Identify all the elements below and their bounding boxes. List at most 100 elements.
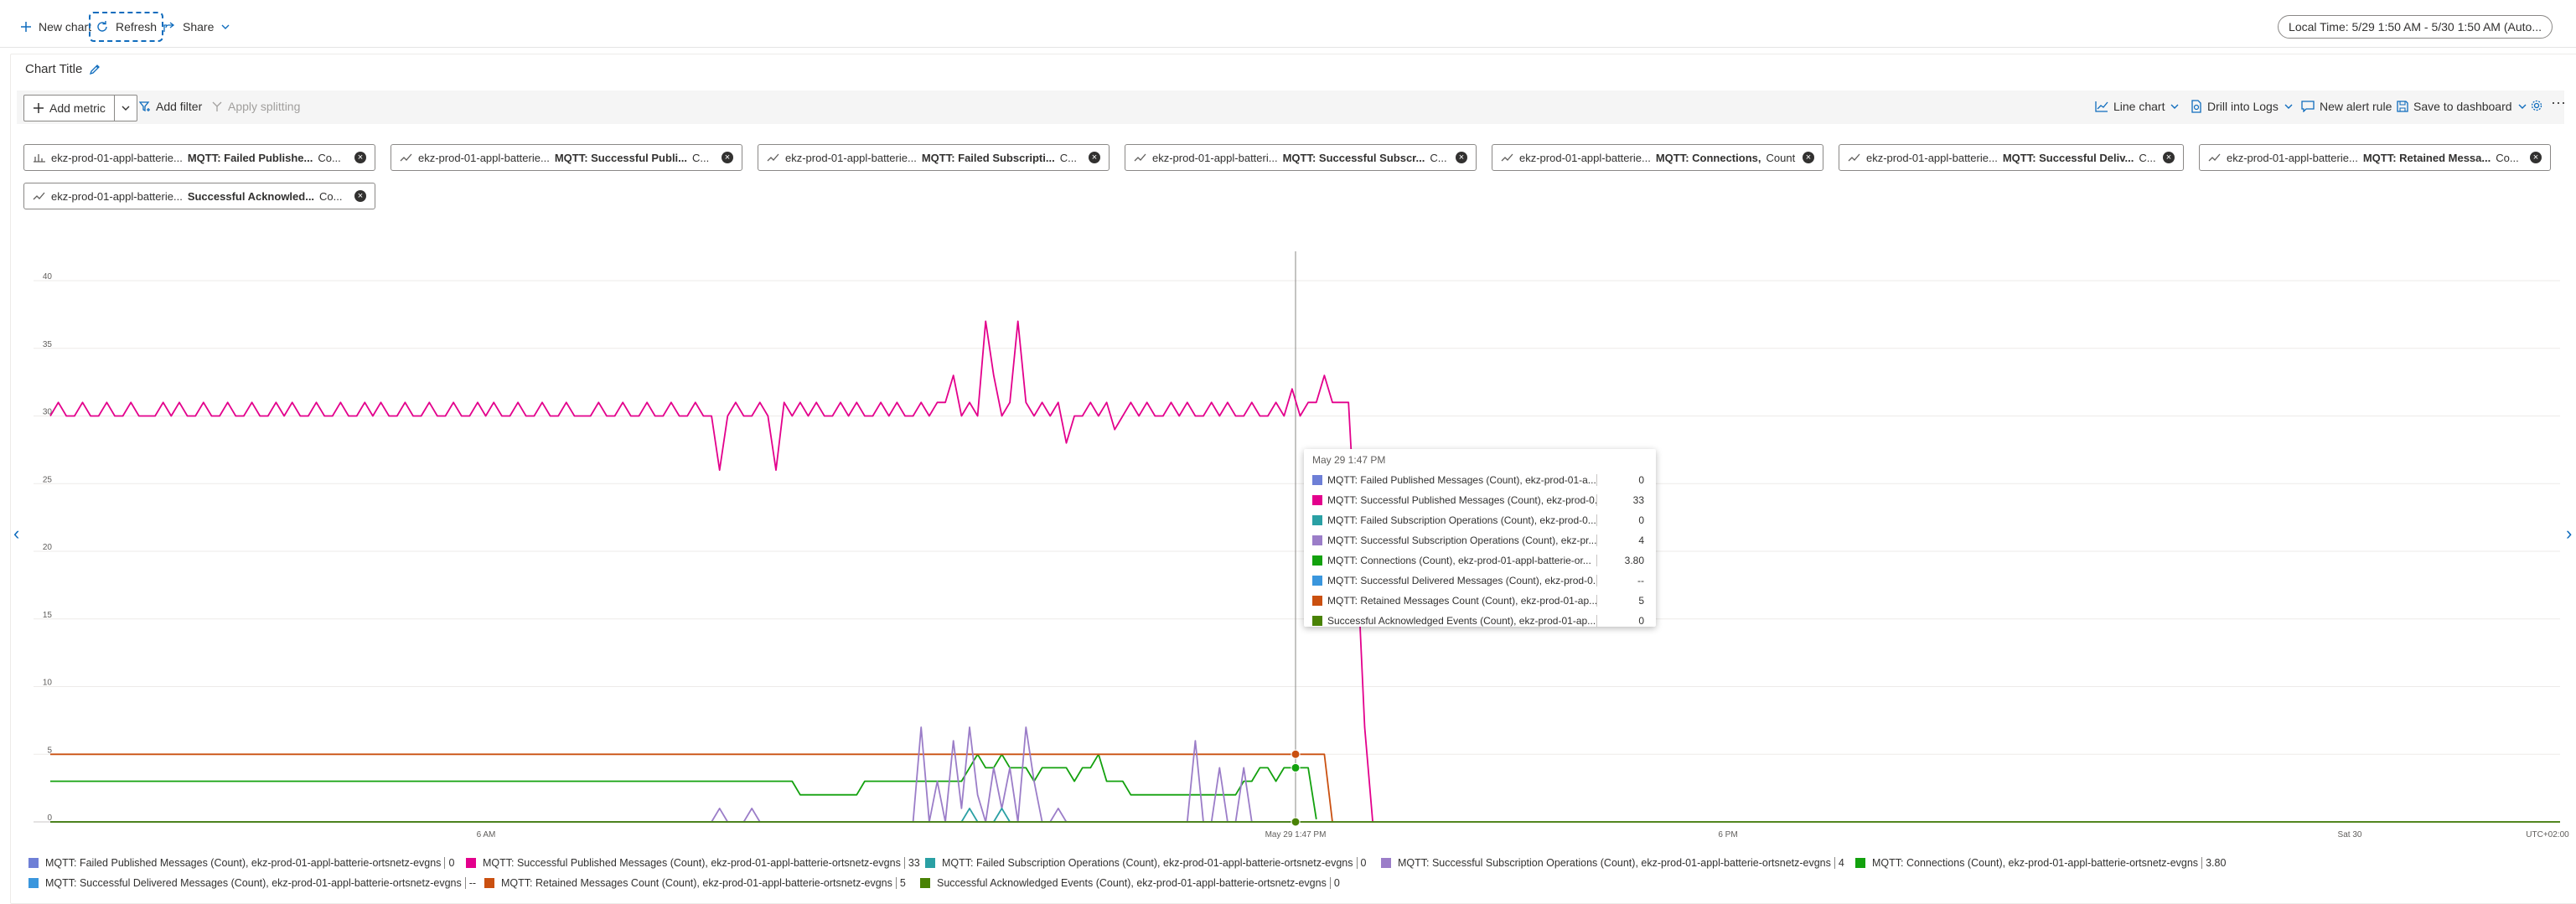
y-tick-label: 20 xyxy=(43,543,53,552)
save-to-dashboard-label: Save to dashboard xyxy=(2413,100,2512,113)
drill-into-logs-label: Drill into Logs xyxy=(2207,100,2279,113)
drill-into-logs-dropdown[interactable]: Drill into Logs xyxy=(2191,100,2294,113)
new-alert-rule-label: New alert rule xyxy=(2320,100,2392,113)
metric-pill[interactable]: ekz-prod-01-appl-batteri... MQTT: Success… xyxy=(1125,144,1477,171)
legend-label: MQTT: Retained Messages Count (Count), e… xyxy=(501,877,892,889)
add-metric-button[interactable]: Add metric xyxy=(24,96,115,121)
tooltip-row: Successful Acknowledged Events (Count), … xyxy=(1312,612,1648,630)
tooltip-series-name: MQTT: Successful Delivered Messages (Cou… xyxy=(1327,575,1596,586)
series-line[interactable] xyxy=(50,726,1268,823)
series-swatch xyxy=(1312,596,1322,606)
line-chart-icon xyxy=(2095,101,2108,112)
legend-item[interactable]: Successful Acknowledged Events (Count), … xyxy=(920,875,1340,891)
add-metric-dropdown[interactable] xyxy=(115,96,137,121)
apply-splitting-button[interactable]: Apply splitting xyxy=(211,100,300,113)
tooltip-series-name: MQTT: Failed Published Messages (Count),… xyxy=(1327,474,1596,486)
legend-item[interactable]: MQTT: Successful Delivered Messages (Cou… xyxy=(28,875,476,891)
series-swatch xyxy=(1312,535,1322,545)
chart-type-label: Line chart xyxy=(2113,100,2165,113)
metric-line-icon xyxy=(33,191,46,201)
metric-pill-aggregation: C... xyxy=(1430,151,1447,164)
edit-pencil-icon[interactable] xyxy=(89,64,101,75)
save-to-dashboard-dropdown[interactable]: Save to dashboard xyxy=(2397,100,2527,113)
legend-item[interactable]: MQTT: Connections (Count), ekz-prod-01-a… xyxy=(1855,855,2226,871)
add-metric-split-button[interactable]: Add metric xyxy=(23,95,137,121)
remove-metric-icon[interactable]: × xyxy=(1803,152,1814,163)
tooltip-series-value: 0 xyxy=(1596,615,1648,627)
tooltip-series-name: MQTT: Successful Subscription Operations… xyxy=(1327,535,1596,546)
chart-command-bar xyxy=(17,90,2564,124)
tooltip-row: MQTT: Successful Published Messages (Cou… xyxy=(1312,491,1648,509)
legend-item[interactable]: MQTT: Successful Subscription Operations… xyxy=(1381,855,1844,871)
legend-value: 0 xyxy=(444,857,454,869)
metric-line-icon xyxy=(767,152,780,163)
y-tick-label: 40 xyxy=(43,272,53,282)
tooltip-series-value: 4 xyxy=(1596,535,1648,546)
legend-item[interactable]: MQTT: Retained Messages Count (Count), e… xyxy=(484,875,906,891)
refresh-label: Refresh xyxy=(116,20,158,34)
time-range-picker[interactable]: Local Time: 5/29 1:50 AM - 5/30 1:50 AM … xyxy=(2278,15,2553,39)
chart-title[interactable]: Chart Title xyxy=(25,62,101,76)
metric-pill[interactable]: ekz-prod-01-appl-batterie... MQTT: Failed… xyxy=(758,144,1110,171)
hover-point xyxy=(1291,817,1301,827)
series-swatch xyxy=(28,858,39,868)
more-dots-icon: ··· xyxy=(2551,94,2566,111)
share-button[interactable]: Share xyxy=(163,15,230,39)
metric-pill-metric: MQTT: Successful Subscr... xyxy=(1282,151,1425,164)
add-filter-button[interactable]: Add filter xyxy=(139,100,202,113)
metric-pill[interactable]: ekz-prod-01-appl-batterie... MQTT: Succes… xyxy=(391,144,742,171)
remove-metric-icon[interactable]: × xyxy=(354,190,366,202)
chevron-down-icon xyxy=(2284,104,2293,109)
series-line[interactable] xyxy=(50,808,1292,823)
metric-pill[interactable]: ekz-prod-01-appl-batterie... MQTT: Failed… xyxy=(23,144,375,171)
tooltip-row: MQTT: Connections (Count), ekz-prod-01-a… xyxy=(1312,551,1648,570)
more-options-button[interactable]: ··· xyxy=(2551,94,2566,111)
add-metric-label: Add metric xyxy=(49,101,106,115)
split-icon xyxy=(212,101,222,111)
new-chart-button[interactable]: New chart xyxy=(20,15,91,39)
new-alert-rule-button[interactable]: New alert rule xyxy=(2301,100,2392,113)
remove-metric-icon[interactable]: × xyxy=(722,152,733,163)
remove-metric-icon[interactable]: × xyxy=(1456,152,1467,163)
series-swatch xyxy=(466,858,476,868)
chevron-left-icon[interactable]: ‹ xyxy=(13,523,20,544)
metric-pill-resource: ekz-prod-01-appl-batterie... xyxy=(785,151,917,164)
tooltip-series-value: 0 xyxy=(1596,514,1648,526)
metric-pill-metric: MQTT: Retained Messa... xyxy=(2362,151,2491,164)
metric-pill[interactable]: ekz-prod-01-appl-batterie... MQTT: Succes… xyxy=(1839,144,2184,171)
series-swatch xyxy=(1312,576,1322,586)
legend-label: MQTT: Failed Published Messages (Count),… xyxy=(45,857,442,869)
chevron-down-icon xyxy=(221,24,230,29)
legend-value: 33 xyxy=(903,857,920,869)
tooltip-series-value: 3.80 xyxy=(1596,555,1648,566)
y-tick-label: 30 xyxy=(43,408,53,417)
series-line[interactable] xyxy=(50,753,1333,823)
refresh-button[interactable]: Refresh xyxy=(88,12,164,42)
metric-pill[interactable]: ekz-prod-01-appl-batterie... MQTT: Connec… xyxy=(1492,144,1823,171)
series-swatch xyxy=(1855,858,1865,868)
gear-icon xyxy=(2531,100,2542,111)
series-swatch xyxy=(1312,515,1322,525)
remove-metric-icon[interactable]: × xyxy=(354,152,366,163)
metric-pill[interactable]: ekz-prod-01-appl-batterie... Successful A… xyxy=(23,183,375,209)
metric-pill[interactable]: ekz-prod-01-appl-batterie... MQTT: Retain… xyxy=(2199,144,2551,171)
tooltip-series-name: MQTT: Retained Messages Count (Count), e… xyxy=(1327,595,1596,607)
remove-metric-icon[interactable]: × xyxy=(1089,152,1100,163)
metric-pill-metric: MQTT: Successful Deliv... xyxy=(2002,151,2134,164)
series-line[interactable] xyxy=(49,320,1373,823)
chevron-down-icon xyxy=(122,106,130,111)
remove-metric-icon[interactable]: × xyxy=(2163,152,2175,163)
series-line[interactable] xyxy=(50,753,1317,819)
legend-item[interactable]: MQTT: Failed Subscription Operations (Co… xyxy=(925,855,1366,871)
chevron-right-icon[interactable]: › xyxy=(2566,523,2573,544)
metric-pill-resource: ekz-prod-01-appl-batterie... xyxy=(1519,151,1651,164)
chart-type-dropdown[interactable]: Line chart xyxy=(2095,100,2180,113)
legend-item[interactable]: MQTT: Successful Published Messages (Cou… xyxy=(466,855,920,871)
settings-gear-button[interactable] xyxy=(2531,100,2542,111)
tooltip-row: MQTT: Successful Delivered Messages (Cou… xyxy=(1312,571,1648,590)
remove-metric-icon[interactable]: × xyxy=(2530,152,2542,163)
x-tick-label: Sat 30 xyxy=(2338,830,2362,839)
legend-item[interactable]: MQTT: Failed Published Messages (Count),… xyxy=(28,855,454,871)
tooltip-row: MQTT: Failed Published Messages (Count),… xyxy=(1312,471,1648,489)
